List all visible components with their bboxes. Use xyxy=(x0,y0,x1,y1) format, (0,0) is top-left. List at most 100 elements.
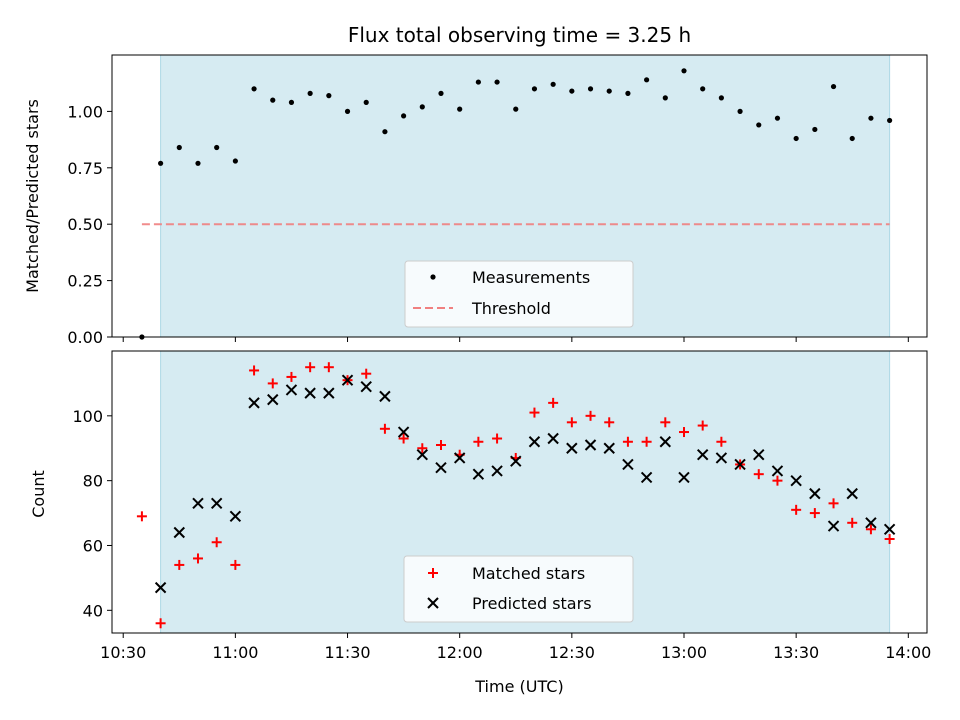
predicted-star-point xyxy=(472,468,485,480)
top-axes-frame xyxy=(111,54,928,338)
measurement-point xyxy=(251,86,257,92)
x-tick-label: 14:00 xyxy=(885,643,931,662)
legend-label-predicted-stars: Predicted stars xyxy=(472,594,592,613)
predicted-star-point xyxy=(696,449,709,461)
matched-star-point xyxy=(697,420,708,431)
predicted-star-point xyxy=(435,461,447,474)
x-tick-label: 10:30 xyxy=(100,643,146,662)
measurement-point xyxy=(214,144,220,151)
measurement-point xyxy=(644,77,650,83)
measurement-point xyxy=(681,68,687,74)
predicted-star-point xyxy=(360,380,372,393)
top-y-tick-label: 0.75 xyxy=(67,159,103,178)
measurement-point xyxy=(550,81,556,87)
predicted-star-point xyxy=(397,426,410,438)
x-tick-label: 11:30 xyxy=(324,643,370,662)
measurement-point xyxy=(569,88,575,94)
measurement-point xyxy=(812,126,818,133)
predicted-star-point xyxy=(210,497,223,510)
x-tick-label: 12:30 xyxy=(549,643,595,662)
predicted-star-point xyxy=(491,465,503,477)
top-y-tick-label: 0.00 xyxy=(67,328,103,347)
top-legend-box xyxy=(404,260,634,328)
predicted-star-point xyxy=(510,455,522,467)
legend-marker-predicted-stars xyxy=(427,597,439,609)
predicted-star-point xyxy=(865,517,877,529)
measurement-point xyxy=(756,122,762,128)
predicted-star-point xyxy=(192,497,204,510)
matched-star-point xyxy=(230,559,241,570)
predicted-star-point xyxy=(883,523,896,535)
matched-star-point xyxy=(305,362,316,373)
top-y-tick-label: 1.00 xyxy=(67,102,103,121)
matched-star-point xyxy=(791,504,802,515)
predicted-star-point xyxy=(846,487,858,500)
matched-star-point xyxy=(192,553,203,564)
predicted-star-point xyxy=(267,393,279,406)
predicted-star-point xyxy=(416,449,429,461)
predicted-star-point xyxy=(753,449,765,461)
measurement-point xyxy=(737,108,743,114)
predicted-star-point xyxy=(715,452,728,464)
top-y-tick-label: 0.25 xyxy=(67,272,103,291)
measurement-point xyxy=(718,95,724,101)
matched-star-point xyxy=(884,534,895,544)
top-legend: Measurements Threshold xyxy=(404,260,634,328)
matched-star-point xyxy=(379,423,390,434)
predicted-star-point xyxy=(678,471,690,484)
bottom-y-tick-label: 80 xyxy=(83,472,103,491)
bottom-y-tick-label: 60 xyxy=(83,536,103,555)
top-y-tick-label: 0.50 xyxy=(67,215,103,234)
matched-star-point xyxy=(566,417,577,428)
legend-label-measurements: Measurements xyxy=(472,268,590,287)
matched-star-point xyxy=(286,371,297,382)
legend-marker-matched-stars xyxy=(428,568,438,578)
predicted-star-point xyxy=(622,458,634,471)
matched-star-point xyxy=(155,618,166,629)
measurement-point xyxy=(344,108,351,114)
measurement-point xyxy=(270,97,276,103)
matched-star-point xyxy=(136,511,147,522)
measurement-point xyxy=(382,129,388,135)
x-tick-label: 11:00 xyxy=(212,643,258,662)
matched-star-point xyxy=(622,436,633,447)
measurement-point xyxy=(438,90,444,96)
matched-star-point xyxy=(249,365,260,376)
matched-star-point xyxy=(211,537,222,548)
bottom-y-tick-label: 40 xyxy=(83,601,103,620)
measurement-point xyxy=(401,113,407,119)
matched-star-point xyxy=(865,524,876,535)
matched-star-point xyxy=(585,410,596,421)
predicted-star-point xyxy=(323,387,335,399)
measurement-point xyxy=(830,83,837,90)
measurement-point xyxy=(494,79,500,85)
bottom-axes-frame xyxy=(111,350,928,634)
predicted-star-point xyxy=(379,390,391,403)
measurement-point xyxy=(307,90,313,96)
measurement-point xyxy=(625,90,631,96)
measurement-point xyxy=(176,144,182,151)
predicted-star-point xyxy=(603,442,615,454)
matched-star-point xyxy=(847,517,858,528)
matched-star-point xyxy=(678,427,689,438)
measurement-point xyxy=(774,115,781,121)
predicted-star-point xyxy=(453,452,466,464)
measurement-point xyxy=(363,99,369,105)
measurement-point xyxy=(662,95,668,101)
bottom-legend: Matched stars Predicted stars xyxy=(403,555,634,623)
matched-star-point xyxy=(548,397,559,408)
matched-star-point xyxy=(174,559,185,570)
measurement-point xyxy=(849,135,855,142)
predicted-star-point xyxy=(304,387,316,399)
bottom-y-tick-label: 100 xyxy=(72,407,103,426)
matched-star-point xyxy=(267,378,278,389)
predicted-star-point xyxy=(341,374,354,386)
bottom-y-axis-label: Count xyxy=(29,470,48,518)
top-panel: 0.00 0.25 0.50 0.75 1.00 Matched/Predicted s… xyxy=(23,54,928,347)
top-y-axis-label: Matched/Predicted stars xyxy=(23,99,42,293)
matched-star-point xyxy=(809,508,820,519)
predicted-star-point xyxy=(790,474,802,487)
matched-star-point xyxy=(660,417,671,428)
x-tick-label: 12:00 xyxy=(437,643,483,662)
matched-star-point xyxy=(828,498,839,509)
